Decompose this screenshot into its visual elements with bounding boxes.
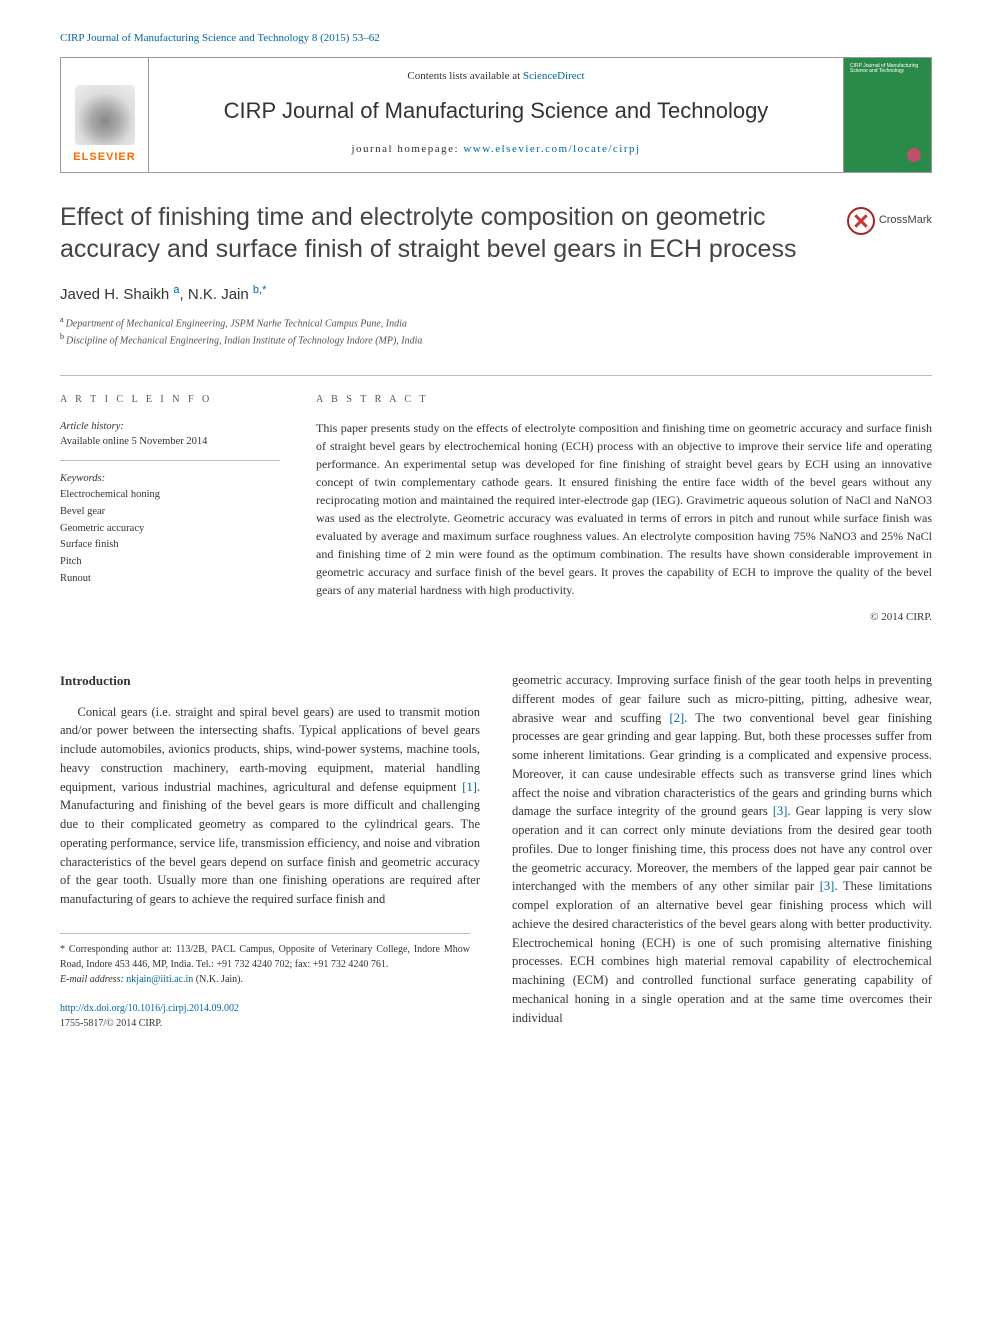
sciencedirect-link[interactable]: ScienceDirect: [523, 70, 585, 82]
author-2-aff: b,*: [253, 284, 266, 296]
elsevier-wordmark: ELSEVIER: [73, 149, 135, 166]
journal-header: ELSEVIER Contents lists available at Sci…: [60, 57, 932, 173]
issn-line: 1755-5817/© 2014 CIRP.: [60, 1018, 162, 1029]
intro-p2: geometric accuracy. Improving surface fi…: [512, 671, 932, 1027]
homepage-link[interactable]: www.elsevier.com/locate/cirpj: [463, 143, 640, 155]
article-info: A R T I C L E I N F O Article history: A…: [60, 375, 280, 626]
author-1-aff: a: [173, 284, 179, 296]
authors-line: Javed H. Shaikh a, N.K. Jain b,*: [60, 282, 932, 307]
abstract-copyright: © 2014 CIRP.: [316, 609, 932, 626]
email-link[interactable]: nkjain@iiti.ac.in: [126, 974, 193, 985]
body-columns: Introduction Conical gears (i.e. straigh…: [60, 671, 932, 1031]
elsevier-tree-icon: [75, 85, 135, 145]
running-head: CIRP Journal of Manufacturing Science an…: [60, 30, 932, 47]
paper-title: Effect of finishing time and electrolyte…: [60, 201, 831, 266]
history-label: Article history:: [60, 419, 280, 435]
homepage-prefix: journal homepage:: [351, 143, 463, 155]
keyword: Pitch: [60, 554, 280, 571]
keywords-label: Keywords:: [60, 471, 280, 487]
keyword: Electrochemical honing: [60, 487, 280, 504]
crossmark-icon: [847, 207, 875, 235]
keyword: Geometric accuracy: [60, 521, 280, 538]
doi-link[interactable]: http://dx.doi.org/10.1016/j.cirpj.2014.0…: [60, 1003, 239, 1014]
abstract-head: A B S T R A C T: [316, 392, 932, 407]
elsevier-logo-cell: ELSEVIER: [61, 58, 149, 172]
contents-line: Contents lists available at ScienceDirec…: [161, 68, 831, 85]
affiliation-b: Discipline of Mechanical Engineering, In…: [66, 336, 422, 347]
article-info-head: A R T I C L E I N F O: [60, 392, 280, 407]
intro-p1: Conical gears (i.e. straight and spiral …: [60, 703, 480, 909]
email-label: E-mail address:: [60, 974, 126, 985]
crossmark-widget[interactable]: CrossMark: [847, 207, 932, 235]
keyword: Bevel gear: [60, 504, 280, 521]
abstract-text: This paper presents study on the effects…: [316, 419, 932, 599]
crossmark-label: CrossMark: [879, 212, 932, 229]
footnotes: * Corresponding author at: 113/2B, PACL …: [60, 933, 470, 987]
history-value: Available online 5 November 2014: [60, 434, 280, 450]
cover-tiny-title: CIRP Journal of Manufacturing Science an…: [850, 64, 925, 75]
column-left: Introduction Conical gears (i.e. straigh…: [60, 671, 480, 1031]
doi-block: http://dx.doi.org/10.1016/j.cirpj.2014.0…: [60, 1001, 480, 1031]
intro-heading: Introduction: [60, 671, 480, 691]
cover-dot-icon: [907, 148, 921, 162]
abstract-block: A B S T R A C T This paper presents stud…: [316, 375, 932, 626]
keyword: Surface finish: [60, 537, 280, 554]
contents-prefix: Contents lists available at: [407, 70, 522, 82]
author-1: Javed H. Shaikh: [60, 286, 169, 303]
keywords-list: Electrochemical honing Bevel gear Geomet…: [60, 487, 280, 588]
header-center: Contents lists available at ScienceDirec…: [149, 58, 843, 172]
journal-cover-thumb: CIRP Journal of Manufacturing Science an…: [843, 58, 931, 172]
column-right: geometric accuracy. Improving surface fi…: [512, 671, 932, 1031]
affiliation-a: Department of Mechanical Engineering, JS…: [66, 318, 407, 329]
affiliations: aDepartment of Mechanical Engineering, J…: [60, 314, 932, 349]
corresponding-note: * Corresponding author at: 113/2B, PACL …: [60, 942, 470, 972]
journal-name: CIRP Journal of Manufacturing Science an…: [161, 94, 831, 127]
author-2: N.K. Jain: [188, 286, 249, 303]
email-who: (N.K. Jain).: [196, 974, 243, 985]
keyword: Runout: [60, 571, 280, 588]
homepage-line: journal homepage: www.elsevier.com/locat…: [161, 141, 831, 158]
